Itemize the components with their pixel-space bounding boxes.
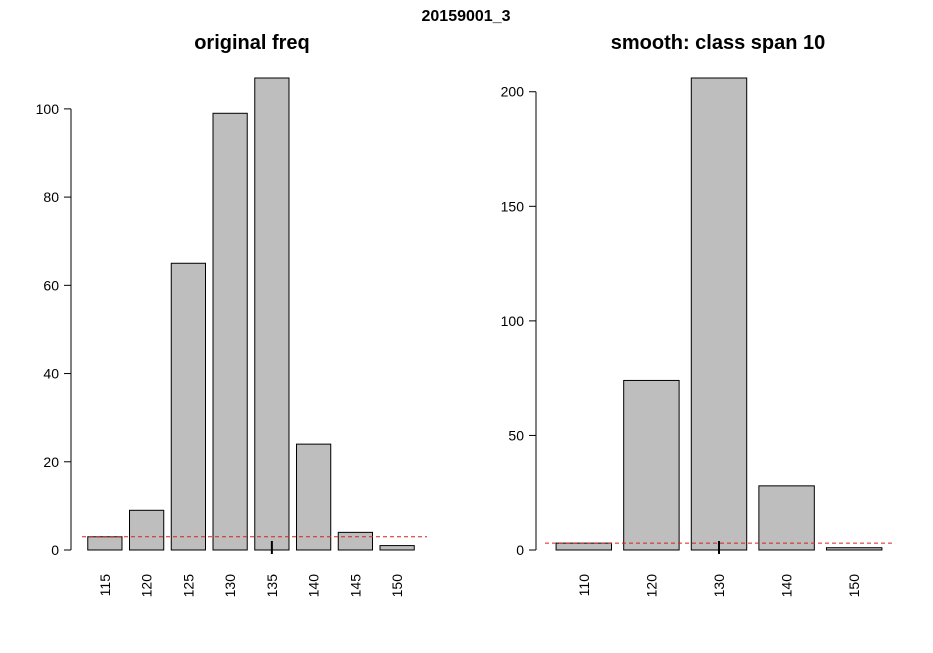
bar xyxy=(87,536,123,551)
y-tick-label: 50 xyxy=(508,427,524,443)
x-tick-label: 115 xyxy=(97,574,113,597)
chart-smooth-class-span: smooth: class span 10 0 50 100 150 200 110 120 1… xyxy=(501,32,894,597)
bar xyxy=(690,77,748,551)
y-tick-label: 80 xyxy=(43,189,59,205)
y-tick-label: 40 xyxy=(43,366,59,382)
x-tick-label: 145 xyxy=(347,574,363,598)
bar xyxy=(379,545,415,551)
bar xyxy=(623,379,680,551)
bar xyxy=(129,509,165,551)
bar xyxy=(170,262,206,551)
y-tick-label: 0 xyxy=(51,542,59,558)
x-tick-label: 135 xyxy=(264,574,280,598)
y-tick-label: 100 xyxy=(36,101,60,117)
x-tick-label: 150 xyxy=(846,574,862,598)
bar xyxy=(825,547,883,551)
bar xyxy=(758,485,815,551)
chart-title: original freq xyxy=(194,32,310,54)
chart-original-freq: original freq 0 20 40 60 80 100 115 120 125 130 135… xyxy=(36,32,427,597)
bar xyxy=(296,443,332,551)
x-tick-label: 130 xyxy=(222,574,238,598)
bar xyxy=(337,531,373,551)
y-tick-label: 100 xyxy=(501,313,525,329)
y-tick-label: 150 xyxy=(501,198,525,214)
figure-title: 20159001_3 xyxy=(422,8,511,25)
x-tick-label: 120 xyxy=(643,574,659,598)
x-tick-label: 120 xyxy=(139,574,155,598)
y-tick-label: 20 xyxy=(43,454,59,470)
x-tick-label: 140 xyxy=(306,574,322,598)
y-tick-label: 0 xyxy=(516,542,524,558)
bar xyxy=(212,112,248,551)
chart-title: smooth: class span 10 xyxy=(611,32,826,54)
x-tick-label: 140 xyxy=(779,574,795,598)
x-tick-label: 130 xyxy=(711,574,727,598)
bar xyxy=(555,542,613,551)
bar xyxy=(254,77,290,551)
x-tick-label: 110 xyxy=(576,574,592,597)
y-tick-label: 200 xyxy=(501,84,525,100)
y-tick-label: 60 xyxy=(43,277,59,293)
x-tick-label: 150 xyxy=(389,574,405,598)
x-tick-label: 125 xyxy=(180,574,196,598)
